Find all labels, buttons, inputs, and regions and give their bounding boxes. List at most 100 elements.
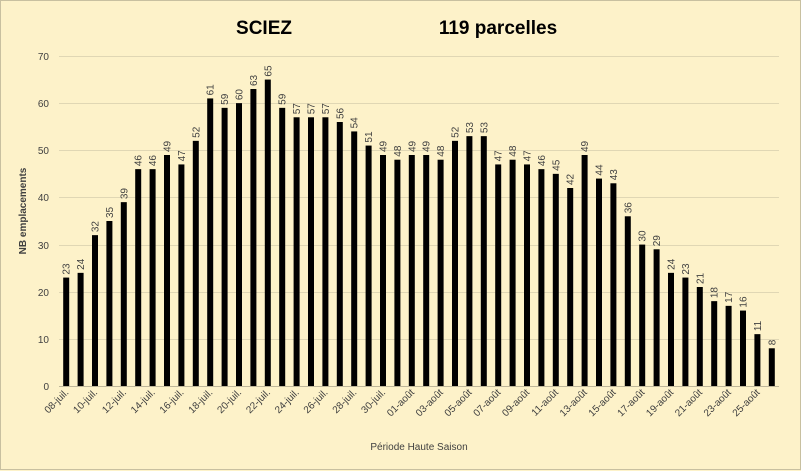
data-label: 46 bbox=[537, 155, 548, 167]
data-label: 23 bbox=[681, 263, 692, 275]
data-label: 18 bbox=[710, 287, 721, 299]
bar bbox=[596, 178, 602, 386]
bar bbox=[495, 164, 502, 386]
bar bbox=[509, 159, 516, 386]
bar bbox=[308, 117, 314, 387]
bar bbox=[77, 272, 84, 386]
bar bbox=[135, 169, 142, 386]
data-label: 44 bbox=[595, 164, 606, 176]
bar bbox=[639, 244, 646, 386]
bar bbox=[149, 169, 156, 386]
data-label: 32 bbox=[91, 221, 102, 233]
data-label: 43 bbox=[609, 169, 620, 181]
x-tick-label: 11-août bbox=[530, 387, 561, 418]
x-tick-label: 10-juil. bbox=[72, 387, 101, 416]
x-axis-title: Période Haute Saison bbox=[370, 442, 467, 453]
y-tick-label: 60 bbox=[38, 99, 50, 110]
bar bbox=[682, 277, 689, 386]
data-label: 47 bbox=[177, 150, 188, 162]
data-label: 8 bbox=[767, 339, 778, 345]
bar bbox=[437, 159, 444, 386]
y-axis-ticks: 0 10 20 30 40 50 60 70 bbox=[38, 52, 50, 393]
bar bbox=[264, 79, 271, 387]
x-tick-label: 17-août bbox=[616, 387, 648, 419]
bar bbox=[552, 173, 559, 386]
bar bbox=[192, 140, 199, 386]
bar bbox=[725, 305, 732, 386]
bar bbox=[696, 287, 703, 386]
data-label: 54 bbox=[350, 117, 361, 129]
bar bbox=[567, 188, 574, 386]
data-label: 57 bbox=[321, 103, 332, 115]
data-label: 56 bbox=[335, 107, 346, 119]
x-tick-label: 22-juil. bbox=[244, 387, 273, 416]
bar bbox=[581, 155, 588, 386]
data-label: 61 bbox=[206, 84, 217, 96]
y-axis-title: NB emplacements bbox=[18, 167, 29, 254]
bar bbox=[610, 183, 617, 386]
bar bbox=[92, 235, 98, 386]
x-tick-label: 16-juil. bbox=[158, 387, 187, 416]
y-tick-label: 20 bbox=[38, 288, 50, 299]
x-tick-label: 24-juil. bbox=[273, 387, 302, 416]
x-tick-label: 07-août bbox=[472, 387, 504, 419]
data-label: 24 bbox=[76, 258, 87, 270]
bar bbox=[423, 155, 430, 386]
data-label: 30 bbox=[638, 230, 649, 242]
data-label: 42 bbox=[566, 173, 577, 185]
x-axis-ticks: 08-juil. 10-juil. 12-juil. 14-juil. 16-juil.… bbox=[43, 387, 763, 419]
data-label: 57 bbox=[292, 103, 303, 115]
bar bbox=[236, 103, 242, 387]
x-tick-label: 26-juil. bbox=[302, 387, 331, 416]
bar bbox=[408, 155, 415, 386]
data-label: 23 bbox=[62, 263, 73, 275]
data-label: 21 bbox=[695, 272, 706, 284]
bar bbox=[207, 98, 214, 386]
x-tick-label: 13-août bbox=[558, 387, 590, 419]
x-tick-label: 15-août bbox=[587, 387, 619, 419]
x-tick-label: 03-août bbox=[414, 387, 446, 419]
data-label: 49 bbox=[407, 140, 418, 152]
data-label: 49 bbox=[379, 140, 390, 152]
bar bbox=[293, 117, 300, 387]
data-label: 48 bbox=[508, 145, 519, 157]
data-label: 39 bbox=[119, 188, 130, 200]
bar bbox=[624, 216, 631, 386]
bar bbox=[279, 107, 286, 386]
bar bbox=[466, 136, 473, 386]
bar bbox=[754, 334, 761, 386]
bar bbox=[322, 117, 329, 387]
data-label: 46 bbox=[148, 155, 159, 167]
x-tick-label: 12-juil. bbox=[100, 387, 129, 416]
x-tick-label: 05-août bbox=[443, 387, 475, 419]
data-label: 65 bbox=[263, 65, 274, 77]
data-label: 60 bbox=[235, 89, 246, 101]
x-tick-label: 25-août bbox=[731, 387, 763, 419]
bar bbox=[668, 272, 674, 386]
bar bbox=[365, 145, 372, 386]
y-tick-label: 40 bbox=[38, 193, 50, 204]
bar bbox=[221, 107, 228, 386]
data-label: 59 bbox=[278, 93, 289, 105]
data-label: 17 bbox=[724, 291, 735, 303]
data-label: 57 bbox=[307, 103, 318, 115]
x-tick-label: 28-juil. bbox=[331, 387, 360, 416]
data-label: 51 bbox=[364, 131, 375, 143]
x-tick-label: 23-août bbox=[702, 387, 734, 419]
data-label: 29 bbox=[652, 235, 663, 247]
bar bbox=[164, 155, 170, 386]
data-label: 24 bbox=[667, 258, 678, 270]
data-label: 47 bbox=[494, 150, 505, 162]
bar bbox=[480, 136, 487, 386]
data-label: 49 bbox=[422, 140, 433, 152]
x-tick-label: 30-juil. bbox=[360, 387, 389, 416]
data-label: 16 bbox=[739, 296, 750, 308]
x-tick-label: 14-juil. bbox=[129, 387, 158, 416]
data-label: 63 bbox=[249, 74, 260, 86]
data-label: 45 bbox=[551, 159, 562, 171]
bar bbox=[351, 131, 358, 386]
data-label: 46 bbox=[134, 155, 145, 167]
